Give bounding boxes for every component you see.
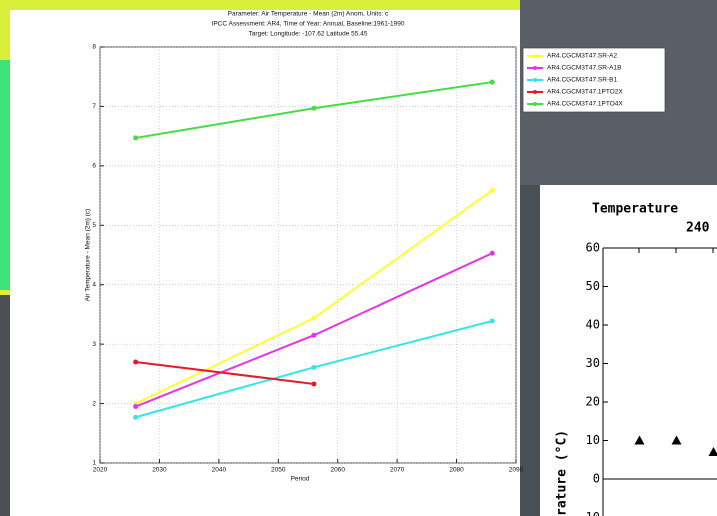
x-tick-label: 2080 bbox=[449, 467, 464, 474]
legend-marker bbox=[533, 66, 537, 70]
data-point bbox=[634, 435, 645, 445]
chart-title: Parameter: Air Temperature - Mean (2m) A… bbox=[228, 11, 389, 18]
x-tick-label: 2050 bbox=[271, 467, 286, 474]
chart-subtitle: Target: Longitude: -107.62 Latitude 55.4… bbox=[249, 31, 368, 38]
legend bbox=[522, 47, 666, 113]
chart-title: Temperature bbox=[592, 202, 678, 217]
data-point bbox=[708, 447, 717, 457]
data-point bbox=[671, 435, 682, 445]
chart-panel-2 bbox=[540, 185, 717, 516]
y-axis-label: Air Temperature - Mean (2m) (c) bbox=[85, 209, 92, 302]
legend-label: AR4.CGCM3T47.SR-B1 bbox=[547, 77, 617, 84]
legend-marker bbox=[533, 78, 537, 82]
x-tick-label: 2030 bbox=[152, 467, 167, 474]
y-tick-label: 3 bbox=[92, 341, 96, 348]
data-point bbox=[133, 414, 139, 420]
data-point bbox=[489, 79, 495, 85]
chart-panel bbox=[10, 10, 520, 516]
y-axis-label: rature (°C) bbox=[555, 430, 570, 516]
y-tick-label: 60 bbox=[586, 241, 600, 255]
data-point bbox=[489, 250, 495, 256]
x-tick-label: 2020 bbox=[93, 467, 108, 474]
legend-marker bbox=[533, 54, 537, 58]
y-tick-label: 8 bbox=[92, 44, 96, 51]
x-tick-label: 2090 bbox=[509, 467, 524, 474]
y-tick-label: 30 bbox=[586, 356, 600, 370]
legend-label: AR4.CGCM3T47.1PTO2X bbox=[547, 89, 623, 96]
y-tick-label: 7 bbox=[92, 103, 96, 110]
y-tick-label: 20 bbox=[586, 395, 600, 409]
x-tick-label: 2070 bbox=[390, 467, 405, 474]
x-tick-label: 2040 bbox=[212, 467, 227, 474]
data-point bbox=[133, 404, 139, 410]
series-line bbox=[135, 360, 315, 385]
data-point bbox=[311, 105, 317, 111]
y-tick-label: -10 bbox=[578, 510, 600, 516]
y-tick-label: 1 bbox=[92, 460, 96, 467]
chart-subtitle: IPCC Assessment: AR4, Time of Year: Annu… bbox=[212, 21, 405, 28]
legend-label: AR4.CGCM3T47.SR-A2 bbox=[547, 53, 617, 60]
x-axis-label: Period bbox=[291, 476, 310, 483]
data-point bbox=[133, 359, 139, 365]
legend-label: AR4.CGCM3T47.SR-A1B bbox=[547, 65, 621, 72]
y-tick-label: 2 bbox=[92, 400, 96, 407]
y-tick-label: 6 bbox=[92, 163, 96, 170]
data-point bbox=[133, 135, 139, 141]
legend-label: AR4.CGCM3T47.1PTO4X bbox=[547, 101, 623, 108]
y-tick-label: 0 bbox=[593, 472, 600, 486]
y-tick-label: 40 bbox=[586, 318, 600, 332]
chart-subtitle: 240 bbox=[686, 221, 710, 236]
y-tick-label: 4 bbox=[92, 281, 96, 288]
legend-marker bbox=[533, 102, 537, 106]
x-tick-label: 2060 bbox=[330, 467, 345, 474]
data-point bbox=[311, 315, 317, 321]
data-point bbox=[311, 332, 317, 338]
data-point bbox=[489, 318, 495, 324]
map-edge bbox=[0, 60, 10, 290]
y-tick-label: 5 bbox=[92, 222, 96, 229]
data-point bbox=[489, 187, 495, 193]
legend-marker bbox=[533, 90, 537, 94]
y-tick-label: 50 bbox=[586, 279, 600, 293]
data-point bbox=[311, 381, 317, 387]
y-tick-label: 10 bbox=[586, 433, 600, 447]
data-point bbox=[311, 364, 317, 370]
